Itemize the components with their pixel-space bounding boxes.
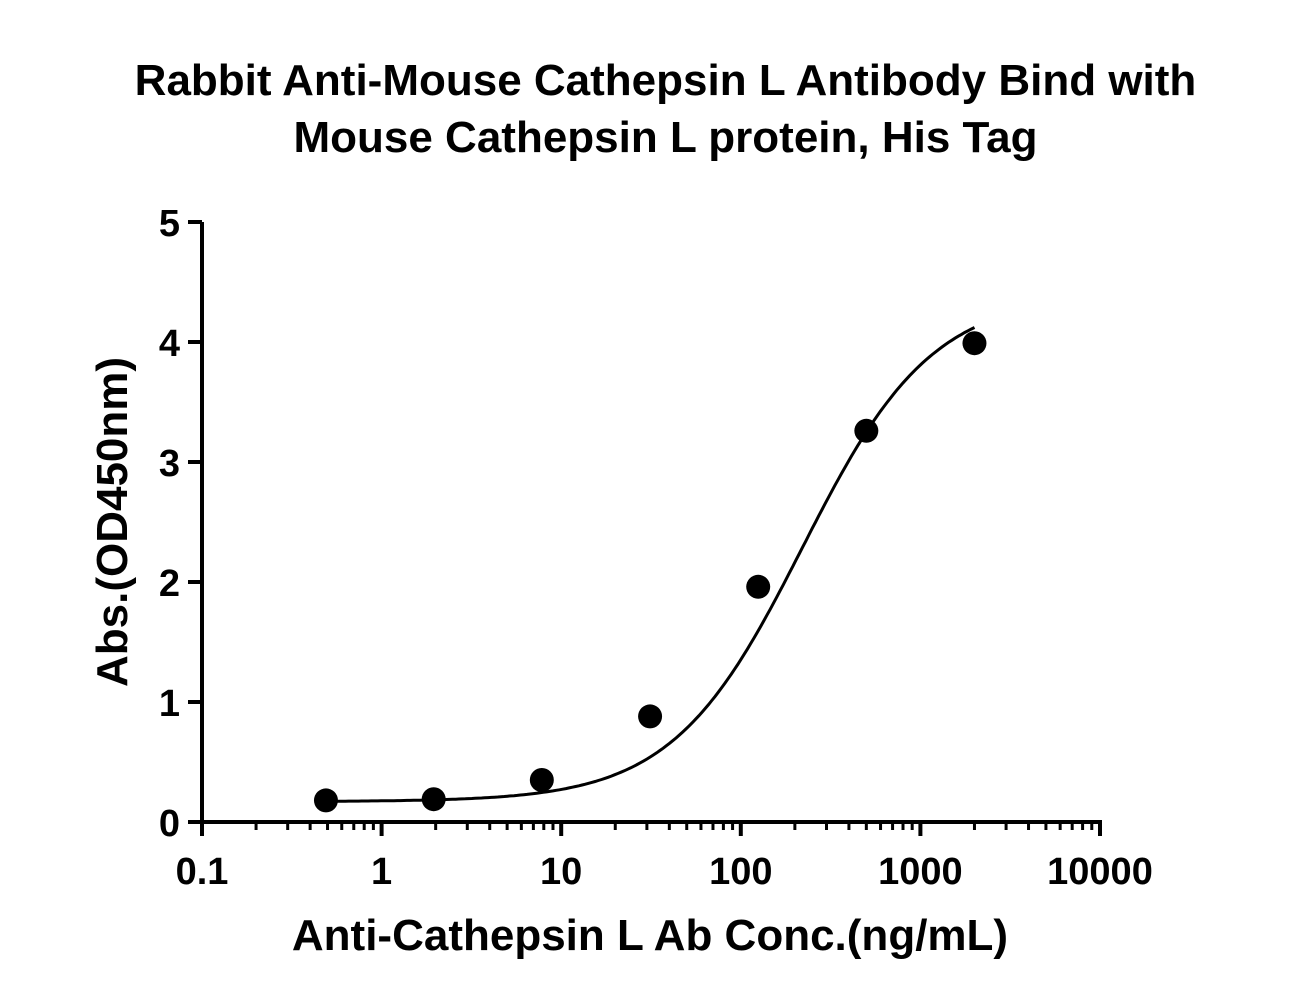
x-tick-label: 0.1 (176, 851, 229, 893)
y-axis-title: Abs.(OD450nm) (88, 357, 137, 687)
data-points-layer (313, 331, 987, 813)
x-tick-label: 10000 (1047, 851, 1153, 893)
chart-title-line-2: Mouse Cathepsin L protein, His Tag (293, 113, 1038, 162)
data-point (313, 788, 338, 813)
fit-curve-layer (325, 326, 976, 803)
x-tick-label: 1000 (878, 851, 963, 893)
data-point (638, 704, 663, 729)
x-tick-label: 100 (709, 851, 772, 893)
data-point (421, 787, 446, 812)
data-point (962, 331, 987, 356)
chart-title: Rabbit Anti-Mouse Cathepsin L Antibody B… (0, 52, 1301, 166)
y-tick-label: 5 (159, 203, 180, 245)
y-axis: 0 1 2 3 4 5 (159, 203, 204, 845)
data-point (854, 418, 879, 443)
chart-title-line-1: Rabbit Anti-Mouse Cathepsin L Antibody B… (134, 56, 1197, 105)
data-point (529, 768, 554, 792)
x-axis-title: Anti-Cathepsin L Ab Conc.(ng/mL) (292, 911, 1008, 960)
x-tick-label: 1 (371, 851, 392, 893)
y-tick-label: 0 (159, 803, 180, 845)
x-tick-label: 10 (540, 851, 582, 893)
data-point (746, 574, 771, 599)
y-tick-label: 4 (159, 323, 180, 365)
fit-curve (325, 326, 976, 803)
y-tick-label: 3 (159, 443, 180, 485)
x-axis: 0.1 1 10 100 1000 10000 (176, 820, 1153, 893)
y-tick-label: 1 (159, 683, 180, 725)
y-tick-label: 2 (159, 563, 180, 605)
